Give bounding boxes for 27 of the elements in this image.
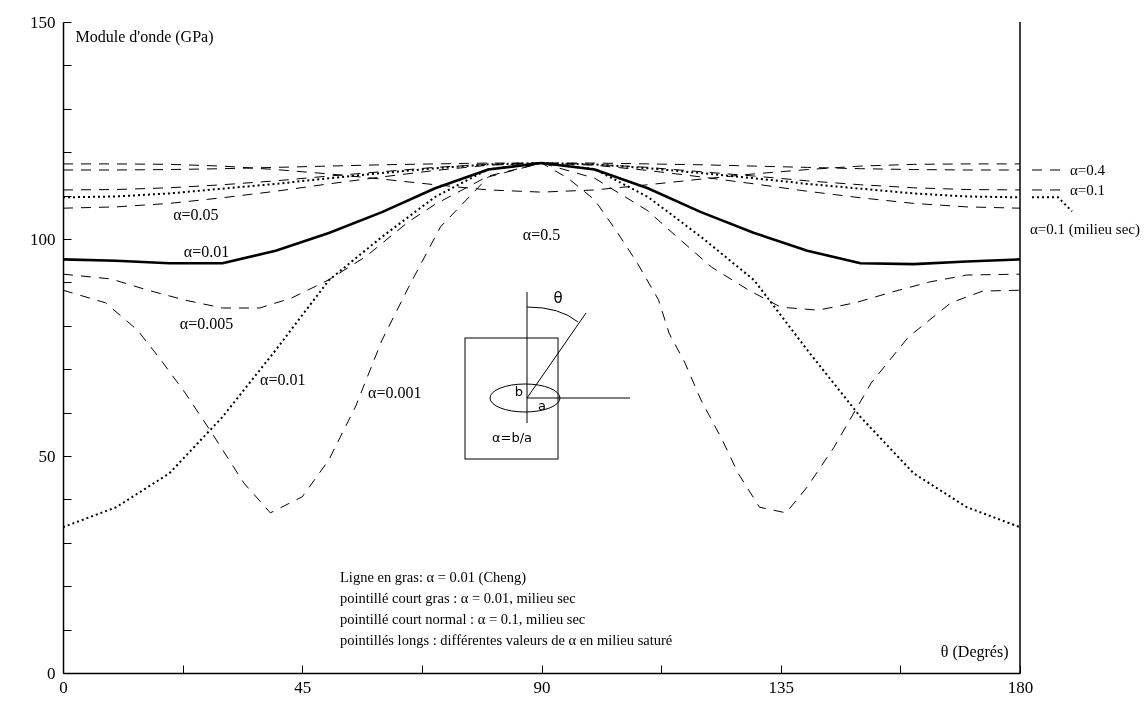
series-label: α=0.1 (milieu sec) [1029,221,1140,239]
annotation: pointillé court gras : α = 0.01, milieu sec [340,590,576,606]
annotation: α=0.5 [522,226,561,244]
x-tick-label: 135 [768,677,794,697]
annotation: α=0.001 [368,384,422,402]
y-tick-label: 0 [47,663,56,683]
legend-label: α=0.1 [1070,181,1106,198]
annotation: b [514,384,524,399]
annotation: α=0.005 [179,314,234,332]
y-tick-label: 50 [38,446,56,466]
annotation: pointillé court normal : α = 0.1, milieu sec [340,611,586,627]
annotation: α=b/a [491,430,533,445]
annotation: α=0.01 [183,243,230,261]
x-axis-title: θ (Degrés) [940,642,1009,661]
y-axis-title: Module d'onde (GPa) [75,27,214,46]
x-tick-label: 180 [1007,677,1034,697]
y-tick-label: 100 [30,229,56,249]
annotation: α=0.05 [173,205,219,223]
x-tick-label: 45 [294,677,312,697]
legend-label: α=0.4 [1070,161,1106,178]
annotation: a [538,398,546,413]
x-tick-label: 90 [533,677,551,697]
annotation: pointillés longs : différentes valeurs de α en milieu saturé [340,632,673,648]
annotation: Ligne en gras: α = 0.01 (Cheng) [340,569,527,586]
annotation: α=0.01 [260,371,306,389]
y-tick-label: 150 [30,12,56,32]
annotation: θ [553,289,563,307]
